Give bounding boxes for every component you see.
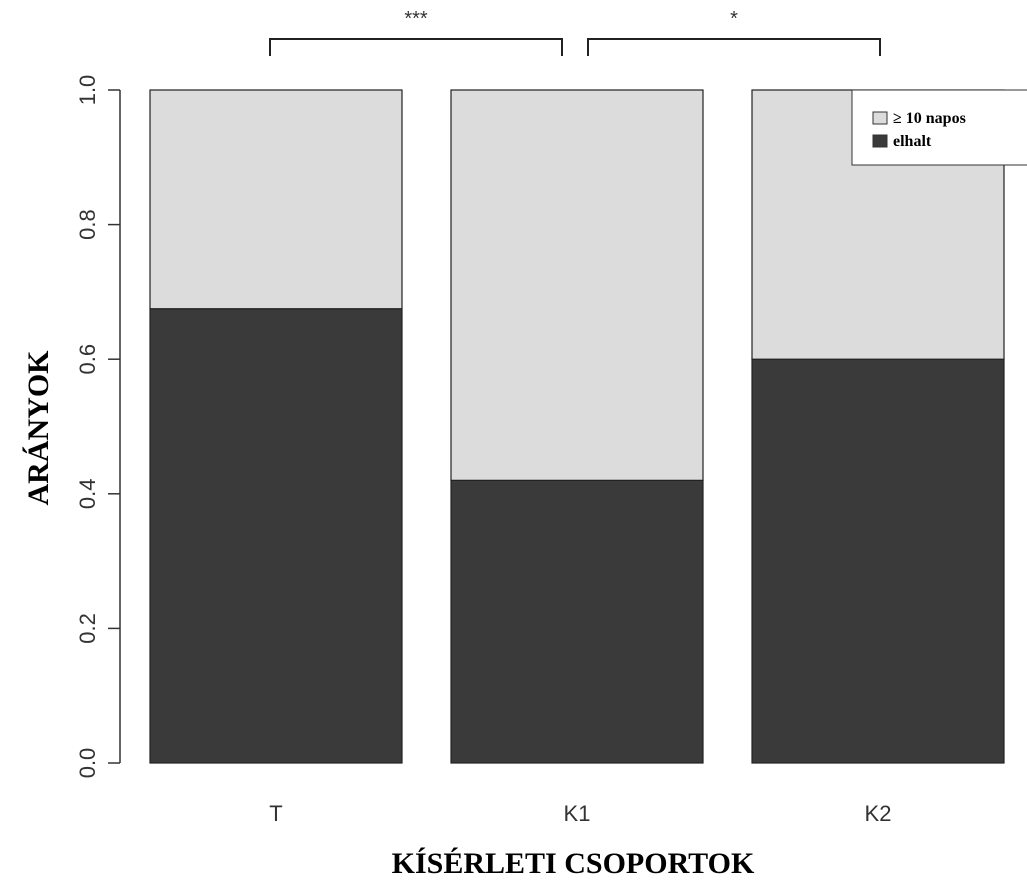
x-tick-label-k2: K2 bbox=[865, 801, 892, 826]
significance-label: *** bbox=[404, 8, 428, 30]
y-tick-label: 0.8 bbox=[75, 209, 100, 240]
bar-t-napos bbox=[149, 89, 403, 310]
y-tick-label: 0.6 bbox=[75, 344, 100, 375]
x-tick-label-t: T bbox=[269, 801, 282, 826]
legend-label-napos: ≥ 10 napos bbox=[893, 110, 966, 127]
x-tick-label-k1: K1 bbox=[564, 801, 591, 826]
bar-t-elhalt bbox=[149, 308, 403, 764]
x-axis: T K1 K2 bbox=[269, 801, 891, 826]
significance-bracket bbox=[269, 38, 563, 56]
legend-box bbox=[851, 89, 1027, 166]
bar-k1-elhalt bbox=[450, 479, 704, 764]
bar-k1-napos bbox=[450, 89, 704, 481]
legend-swatch-elhalt bbox=[872, 134, 888, 148]
y-tick-label: 0.0 bbox=[75, 748, 100, 779]
y-axis: 0.0 0.2 0.4 0.6 0.8 1.0 bbox=[75, 75, 121, 779]
x-axis-title: KÍSÉRLETI CSOPORTOK bbox=[392, 847, 755, 880]
bar-k2-elhalt bbox=[751, 358, 1005, 764]
y-tick-label: 0.2 bbox=[75, 613, 100, 644]
y-tick-label: 1.0 bbox=[75, 75, 100, 106]
y-tick-label: 0.4 bbox=[75, 479, 100, 510]
significance-label: * bbox=[730, 8, 738, 30]
legend-swatch-napos bbox=[872, 111, 888, 125]
y-axis-title: ARÁNYOK bbox=[22, 350, 55, 506]
significance-bracket bbox=[587, 38, 881, 56]
legend-label-elhalt: elhalt bbox=[893, 133, 932, 150]
bars-group bbox=[149, 89, 1005, 764]
significance-brackets: *** * bbox=[269, 8, 881, 56]
legend: ≥ 10 napos elhalt bbox=[851, 89, 1027, 166]
